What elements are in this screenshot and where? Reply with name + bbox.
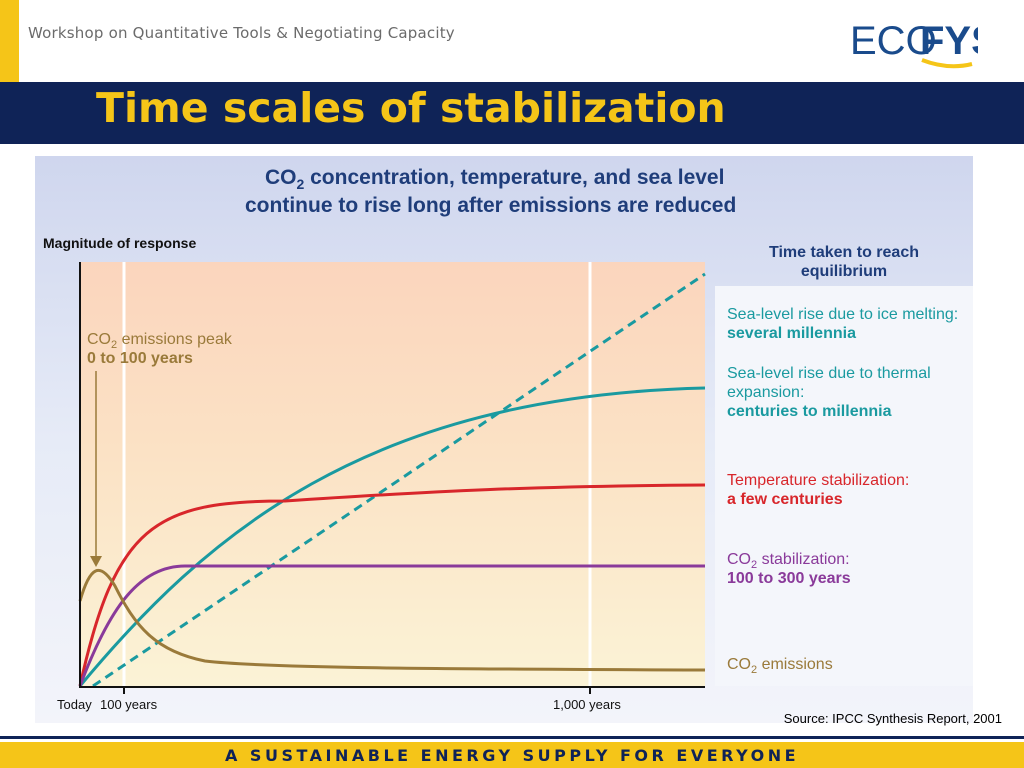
footer-bar: A SUSTAINABLE ENERGY SUPPLY FOR EVERYONE — [0, 742, 1024, 768]
peak-label: CO2 emissions peak — [87, 331, 233, 351]
curve-co2-emissions — [78, 568, 706, 672]
peak-value: 0 to 100 years — [87, 350, 193, 367]
peak-arrow-head — [90, 556, 102, 567]
figure-heading-line2: continue to rise long after emissions ar… — [245, 194, 736, 217]
source-citation: Source: IPCC Synthesis Report, 2001 — [783, 711, 1002, 726]
right-heading-line1: Time taken to reach — [769, 244, 919, 261]
curve-co2-stabilization — [78, 564, 705, 687]
title-band — [0, 82, 1024, 144]
curve-ice-melting — [92, 272, 706, 688]
curve-temperature — [78, 483, 706, 687]
label-ice-value: several millennia — [727, 325, 856, 342]
label-thermal-line2: expansion: — [727, 384, 804, 401]
x-tick-label-today: Today — [57, 697, 92, 712]
label-co2stab-value: 100 to 300 years — [727, 570, 851, 587]
x-tick-label-1000: 1,000 years — [553, 697, 621, 712]
y-axis-label: Magnitude of response — [43, 235, 196, 251]
header-accent-bar — [0, 0, 19, 82]
footer-divider — [0, 736, 1024, 739]
label-thermal-value: centuries to millennia — [727, 403, 892, 420]
figure-svg: CO2 concentration, temperature, and sea … — [35, 156, 973, 723]
slide-title: Time scales of stabilization — [96, 84, 726, 132]
ecofys-logo: ECO FYS — [848, 14, 998, 76]
plot-area — [80, 262, 705, 686]
x-tick-label-100: 100 years — [100, 697, 158, 712]
right-heading-line2: equilibrium — [801, 263, 887, 280]
label-temp-line1: Temperature stabilization: — [727, 472, 909, 489]
logo-fys-text: FYS — [920, 19, 978, 63]
label-co2stab-line1: CO2 stabilization: — [727, 551, 850, 571]
workshop-title: Workshop on Quantitative Tools & Negotia… — [28, 24, 455, 42]
logo-eco-text: ECO — [850, 19, 937, 63]
ipcc-figure: CO2 concentration, temperature, and sea … — [35, 156, 973, 723]
logo-swoosh — [921, 58, 973, 69]
label-co2-emissions: CO2 emissions — [727, 656, 833, 676]
label-ice-line1: Sea-level rise due to ice melting: — [727, 306, 958, 323]
figure-heading-line1: CO2 concentration, temperature, and sea … — [265, 166, 724, 192]
label-thermal-line1: Sea-level rise due to thermal — [727, 365, 931, 382]
footer-slogan: A SUSTAINABLE ENERGY SUPPLY FOR EVERYONE — [224, 746, 800, 765]
label-temp-value: a few centuries — [727, 491, 843, 508]
right-panel-background — [715, 286, 973, 686]
